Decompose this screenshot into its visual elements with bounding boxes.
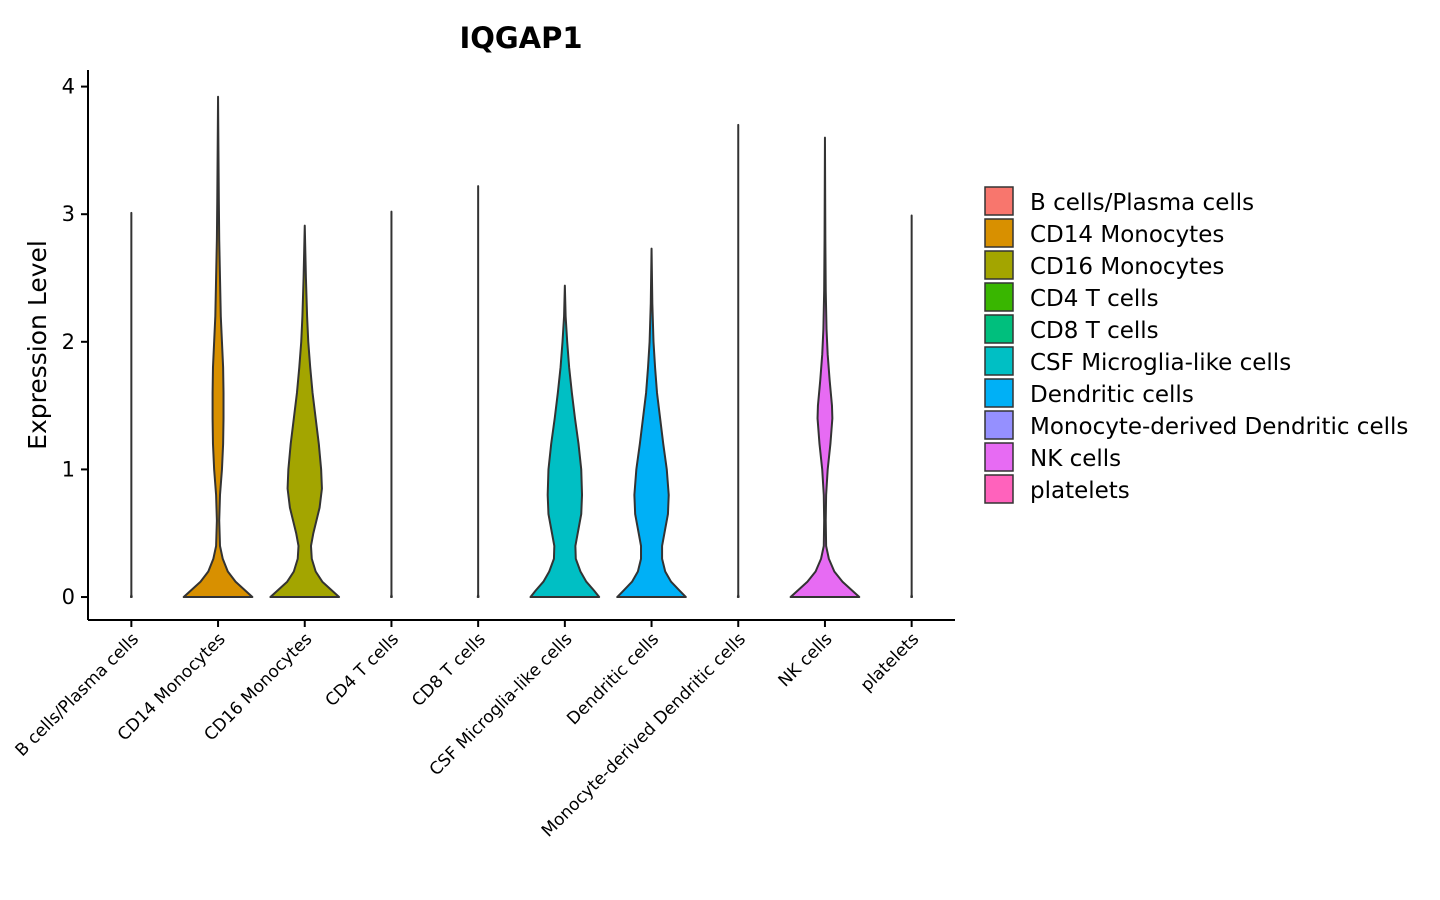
legend-label: CSF Microglia-like cells	[1030, 350, 1291, 376]
y-tick-label: 1	[62, 457, 75, 481]
legend-swatch	[984, 442, 1014, 472]
legend-swatch	[984, 250, 1014, 280]
y-axis-label: Expression Level	[23, 240, 52, 450]
legend-swatch	[984, 218, 1014, 248]
x-tick-label: CSF Microglia-like cells	[426, 629, 577, 780]
legend-swatch	[984, 186, 1014, 216]
violin-b-cells-plasma-cells	[129, 211, 133, 599]
legend-swatch	[984, 314, 1014, 344]
legend: B cells/Plasma cells CD14 Monocytes CD16 M…	[984, 186, 1408, 504]
legend-label: CD14 Monocytes	[1030, 222, 1224, 248]
legend-label: NK cells	[1030, 446, 1121, 472]
y-tick-label: 0	[62, 585, 75, 609]
legend-swatch	[984, 474, 1014, 504]
y-tick-label: 2	[62, 330, 75, 354]
legend-label: platelets	[1030, 478, 1130, 504]
violin-monocyte-derived-dendritic-cells	[736, 123, 740, 599]
legend-label: Monocyte-derived Dendritic cells	[1030, 414, 1408, 440]
violin-platelets	[910, 214, 914, 599]
x-tick-label: CD8 T cells	[408, 629, 489, 710]
chart-title: IQGAP1	[459, 21, 582, 55]
violin-cd16-monocytes	[269, 224, 341, 599]
violin-dendritic-cells	[616, 247, 687, 599]
x-tick-label: NK cells	[775, 629, 837, 691]
x-tick-label: platelets	[857, 629, 923, 695]
violin-group	[129, 95, 914, 599]
violin-cd8-t-cells	[476, 185, 480, 599]
x-tick-label: Dendritic cells	[563, 629, 663, 729]
y-tick-label: 3	[62, 202, 75, 226]
legend-label: CD16 Monocytes	[1030, 254, 1224, 280]
legend-label: CD4 T cells	[1030, 286, 1159, 312]
legend-label: Dendritic cells	[1030, 382, 1194, 408]
legend-swatch	[984, 410, 1014, 440]
legend-label: B cells/Plasma cells	[1030, 190, 1254, 216]
y-tick-label: 4	[62, 75, 75, 99]
legend-swatch	[984, 282, 1014, 312]
violin-csf-microglia-like-cells	[529, 284, 601, 599]
legend-swatch	[984, 346, 1014, 376]
legend-label: CD8 T cells	[1030, 318, 1159, 344]
violin-cd4-t-cells	[390, 210, 393, 599]
violin-cd14-monocytes	[182, 95, 254, 599]
violin-nk-cells	[789, 136, 861, 599]
legend-swatch	[984, 378, 1014, 408]
x-tick-label: CD4 T cells	[322, 629, 403, 710]
